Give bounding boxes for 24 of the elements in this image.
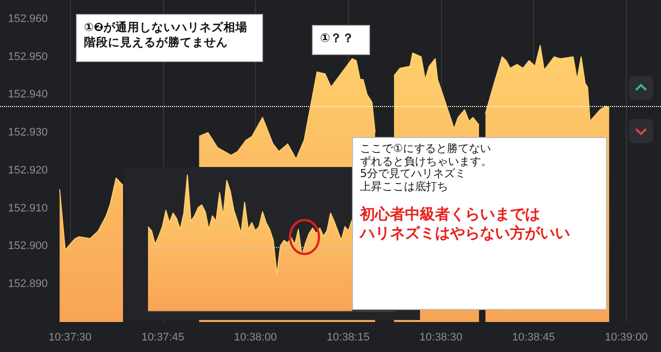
x-tick-label: 10:37:45 (141, 332, 184, 344)
annotation: ①？？ (320, 31, 354, 46)
x-tick-label: 10:37:30 (48, 332, 92, 344)
annotation: 5分で見てハリネズミ (360, 167, 467, 180)
y-tick-label: 152.950 (8, 50, 48, 63)
annotation: ハリネズミはやらない方がいい (360, 224, 570, 243)
y-tick-label: 152.920 (8, 164, 48, 176)
x-tick-label: 10:39:00 (604, 332, 648, 344)
x-tick-label: 10:38:45 (512, 332, 555, 344)
y-tick-label: 152.940 (8, 88, 48, 101)
annotation: ずれると負けちゃいます。 (360, 154, 493, 168)
y-tick-label: 152.910 (8, 202, 48, 214)
annotation: 階段に見えるが勝てません (84, 35, 229, 50)
x-tick-label: 10:38:00 (234, 332, 277, 344)
annotation: ここで①にすると勝てない (360, 142, 492, 156)
y-tick-label: 152.900 (8, 240, 48, 252)
x-tick-label: 10:38:30 (420, 332, 462, 344)
annotation: 上昇ここは底打ち (360, 180, 449, 193)
x-tick-label: 10:38:15 (326, 332, 370, 344)
y-tick-label: 152.930 (8, 126, 48, 139)
y-tick-label: 152.890 (8, 278, 48, 290)
annotation: 初心者中級者くらいまでは (360, 205, 541, 224)
y-tick-label: 152.960 (8, 12, 48, 25)
annotation: ①❷が通用しないハリネズ相場 (84, 20, 248, 35)
